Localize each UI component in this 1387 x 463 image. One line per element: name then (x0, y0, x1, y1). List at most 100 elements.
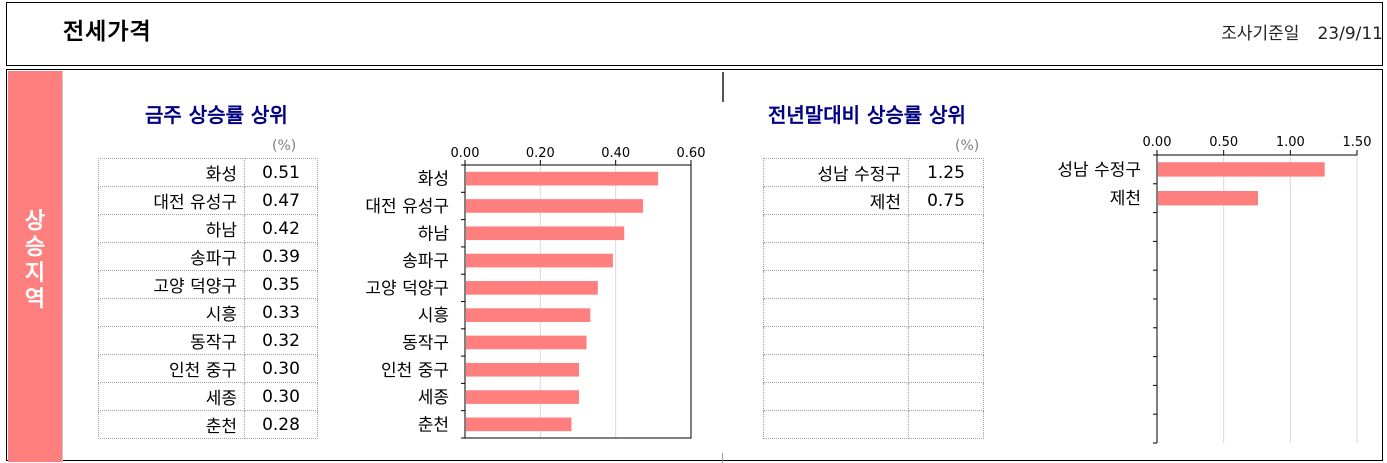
bar (1158, 191, 1258, 206)
region-value: 0.47 (244, 186, 318, 215)
tick-label: 0.60 (677, 146, 706, 161)
table-row: 동작구 0.32 (98, 326, 318, 355)
tick-label: 1.50 (1343, 135, 1372, 150)
bar (1158, 162, 1325, 177)
section-divider (722, 72, 724, 102)
region-name (763, 382, 909, 411)
region-value (908, 214, 984, 243)
region-value (908, 410, 984, 439)
table-row (763, 382, 984, 411)
region-name (763, 326, 909, 355)
region-value: 0.39 (244, 242, 318, 271)
tick-label: 0.50 (1209, 135, 1238, 150)
table-row: 세종 0.30 (98, 382, 318, 411)
bar (466, 253, 613, 268)
tick-label: 0.00 (451, 146, 480, 161)
region-name (763, 214, 909, 243)
tick-label: 0.20 (526, 146, 555, 161)
left-section-title: 금주 상승률 상위 (145, 103, 288, 127)
table-row: 시흥 0.33 (98, 298, 318, 327)
sidebar-band: 상 승 지 역 (8, 71, 63, 462)
table-row (763, 214, 984, 243)
category-label: 송파구 (402, 252, 449, 272)
page-title: 전세가격 (63, 19, 152, 45)
sidebar-char: 승 (24, 235, 46, 260)
region-name (763, 270, 909, 299)
region-value (908, 382, 984, 411)
table-row: 인천 중구 0.30 (98, 354, 318, 383)
category-label: 대전 유성구 (365, 197, 449, 217)
table-row (763, 270, 984, 299)
category-label: 성남 수정구 (1057, 160, 1141, 180)
sidebar-char: 지 (24, 261, 46, 286)
left-unit-label: (%) (272, 138, 297, 154)
bar (466, 281, 598, 295)
survey-date-value: 23/9/11 (1317, 24, 1383, 44)
category-label: 화성 (418, 170, 449, 190)
table-row (763, 326, 984, 355)
survey-date-label: 조사기준일 (1221, 24, 1300, 44)
category-label: 세종 (418, 388, 449, 408)
region-name (763, 298, 909, 327)
survey-date-info: 조사기준일 23/9/11 (1203, 19, 1383, 44)
tick-label: 1.00 (1276, 135, 1305, 150)
region-value: 1.25 (908, 158, 984, 187)
tick-label: 0.00 (1143, 135, 1172, 150)
left-table: 화성 0.51 대전 유성구 0.47 하남 0.42 송파구 0.39 고양 덕양구 0… (98, 158, 318, 439)
region-name: 제천 (763, 186, 909, 215)
category-label: 동작구 (402, 333, 449, 353)
bar (466, 417, 572, 432)
region-value (908, 326, 984, 355)
sidebar-label: 상 승 지 역 (8, 209, 62, 313)
header-panel (6, 2, 1383, 66)
region-name: 세종 (98, 382, 245, 411)
tick-label: 0.40 (601, 146, 630, 161)
bar (466, 362, 579, 377)
region-name: 송파구 (98, 242, 245, 271)
bar (466, 308, 591, 322)
right-unit-label: (%) (955, 138, 980, 154)
bar (466, 390, 579, 404)
category-label: 하남 (418, 224, 450, 244)
region-value: 0.33 (244, 298, 318, 327)
region-value: 0.42 (244, 214, 318, 243)
bar (466, 171, 659, 186)
bar (466, 335, 587, 350)
category-label: 춘천 (418, 415, 449, 435)
table-row: 성남 수정구 1.25 (763, 158, 984, 187)
category-label: 인천 중구 (381, 361, 449, 381)
region-name: 시흥 (98, 298, 245, 327)
region-name: 하남 (98, 214, 245, 243)
bar (466, 226, 625, 241)
right-section-title: 전년말대비 상승률 상위 (768, 103, 966, 127)
table-row: 고양 덕양구 0.35 (98, 270, 318, 299)
region-name (763, 410, 909, 439)
category-label: 제천 (1110, 189, 1141, 209)
bar (466, 199, 644, 213)
region-name: 춘천 (98, 410, 245, 439)
region-value: 0.30 (244, 354, 318, 383)
region-value: 0.35 (244, 270, 318, 299)
sidebar-char: 역 (24, 287, 46, 312)
region-value (908, 298, 984, 327)
region-name: 인천 중구 (98, 354, 245, 383)
category-label: 시흥 (418, 306, 449, 326)
right-table: 성남 수정구 1.25 제천 0.75 (763, 158, 984, 439)
section-divider-bottom (722, 453, 723, 463)
table-row: 춘천 0.28 (98, 410, 318, 439)
table-row: 송파구 0.39 (98, 242, 318, 271)
region-name: 동작구 (98, 326, 245, 355)
table-row (763, 298, 984, 327)
region-name (763, 354, 909, 383)
table-row: 하남 0.42 (98, 214, 318, 243)
region-name: 고양 덕양구 (98, 270, 245, 299)
sidebar-char: 상 (24, 209, 46, 234)
region-value: 0.28 (244, 410, 318, 439)
table-row (763, 410, 984, 439)
main-panel: 상 승 지 역 (6, 69, 1383, 462)
region-name: 화성 (98, 158, 245, 187)
category-label: 고양 덕양구 (365, 279, 449, 299)
